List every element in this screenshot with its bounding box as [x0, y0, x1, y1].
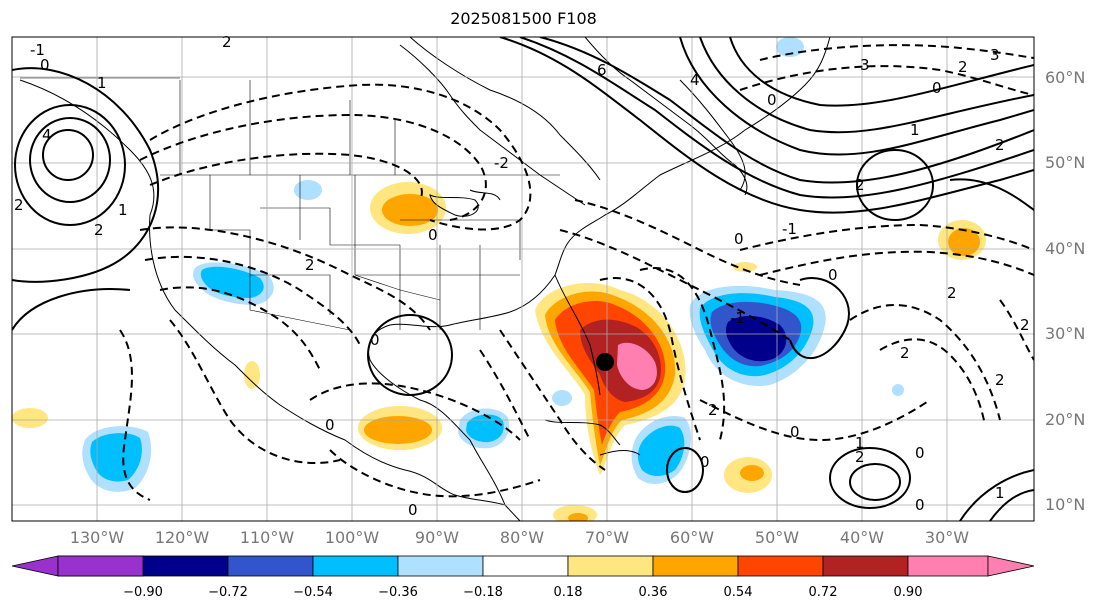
lat-label-40n: 40°N	[1045, 239, 1086, 258]
lon-label-40w: 40°W	[839, 528, 885, 547]
colorbar-bin	[482, 555, 569, 577]
contour-label: 2	[14, 196, 24, 214]
contour-label: 2	[995, 136, 1005, 154]
shading-layer	[12, 37, 986, 521]
contour-label: 0	[790, 423, 800, 441]
colorbar-tick: 0.36	[638, 585, 668, 600]
contour-label: 1	[855, 434, 865, 452]
lon-label-80w: 80°W	[499, 528, 545, 547]
colorbar-low-extend	[11, 555, 59, 577]
colorbar-tick: −0.36	[378, 585, 418, 600]
contour-label: 6	[597, 61, 607, 79]
lon-label-50w: 50°W	[754, 528, 800, 547]
colorbar-bin	[142, 555, 229, 577]
contour-label: 0	[915, 444, 925, 462]
contour-label: 2	[855, 448, 865, 466]
map-title: 2025081500 F108	[450, 9, 597, 28]
lat-label-10n: 10°N	[1045, 495, 1086, 514]
lon-label-60w: 60°W	[669, 528, 715, 547]
contour-labels: -1 0 1 2 4 2 2 1 -2 2 0 0 0 0 6 4 0 3 2 …	[14, 33, 1030, 519]
contour-label: 2	[1020, 316, 1030, 334]
contour-label: 3	[860, 56, 870, 74]
lon-label-130w: 130°W	[69, 528, 125, 547]
contour-label: 1	[97, 74, 107, 92]
lon-label-90w: 90°W	[414, 528, 460, 547]
colorbar-bin	[312, 555, 399, 577]
colorbar-high-extend	[987, 555, 1035, 577]
map-panel	[12, 37, 1034, 521]
positive-contours	[12, 37, 1034, 521]
state-borders	[160, 174, 560, 331]
lon-label-70w: 70°W	[584, 528, 630, 547]
colorbar-tick: −0.54	[293, 585, 333, 600]
contour-label: 0	[932, 79, 942, 97]
contour-label: 2	[222, 33, 232, 51]
contour-label: 3	[990, 46, 1000, 64]
map-frame	[11, 36, 1035, 522]
contour-label: 0	[828, 266, 838, 284]
contour-label: 2	[94, 221, 104, 239]
warm-anomaly-pink	[617, 342, 657, 390]
contour-label: 0	[370, 331, 380, 349]
contour-label: 1	[995, 484, 1005, 502]
colorbar	[11, 555, 1035, 577]
contour-label: 0	[325, 416, 335, 434]
colorbar-tick: 0.54	[723, 585, 753, 600]
negative-contours	[119, 44, 1034, 501]
contour-label: -1	[782, 220, 797, 238]
colorbar-bin	[567, 555, 654, 577]
contour-label: 1	[910, 121, 920, 139]
contour-label: 2	[708, 401, 718, 419]
colorbar-bin	[737, 555, 824, 577]
contour-label: 4	[42, 126, 52, 144]
colorbar-tick: −0.90	[123, 585, 163, 600]
contour-label: 2	[900, 344, 910, 362]
contour-label: 0	[915, 496, 925, 514]
contour-label: 0	[734, 230, 744, 248]
contour-label: 0	[40, 56, 50, 74]
colorbar-tick: −0.72	[208, 585, 248, 600]
storm-center-marker	[596, 353, 614, 371]
lat-label-20n: 20°N	[1045, 410, 1086, 429]
lat-label-50n: 50°N	[1045, 153, 1086, 172]
contour-label: -1	[30, 41, 45, 59]
contour-label: 2	[958, 58, 968, 76]
contour-label: 0	[767, 91, 777, 109]
contour-label: -2	[494, 154, 509, 172]
contour-label: 0	[428, 226, 438, 244]
contour-label: 1	[118, 201, 128, 219]
lon-label-100w: 100°W	[324, 528, 380, 547]
lat-label-60n: 60°N	[1045, 68, 1086, 87]
lon-label-30w: 30°W	[924, 528, 970, 547]
contour-label: 2	[855, 176, 865, 194]
contour-label: -1	[730, 309, 745, 327]
colorbar-bin	[227, 555, 314, 577]
colorbar-tick: 0.18	[553, 585, 583, 600]
colorbar-bin	[397, 555, 484, 577]
colorbar-tick: 0.72	[808, 585, 838, 600]
colorbar-bin	[822, 555, 909, 577]
colorbar-bin	[907, 555, 989, 577]
lat-label-30n: 30°N	[1045, 324, 1086, 343]
contour-label: 0	[700, 453, 710, 471]
lon-label-120w: 120°W	[154, 528, 210, 547]
canada-borders	[20, 77, 396, 175]
contour-label: 4	[690, 71, 700, 89]
contour-label: 0	[408, 501, 418, 519]
contour-label: 2	[947, 284, 957, 302]
lon-label-110w: 110°W	[239, 528, 295, 547]
colorbar-tick: 0.90	[893, 585, 923, 600]
colorbar-tick: −0.18	[463, 585, 503, 600]
contour-label: 2	[995, 371, 1005, 389]
contour-label: 2	[305, 256, 315, 274]
colorbar-bin	[652, 555, 739, 577]
